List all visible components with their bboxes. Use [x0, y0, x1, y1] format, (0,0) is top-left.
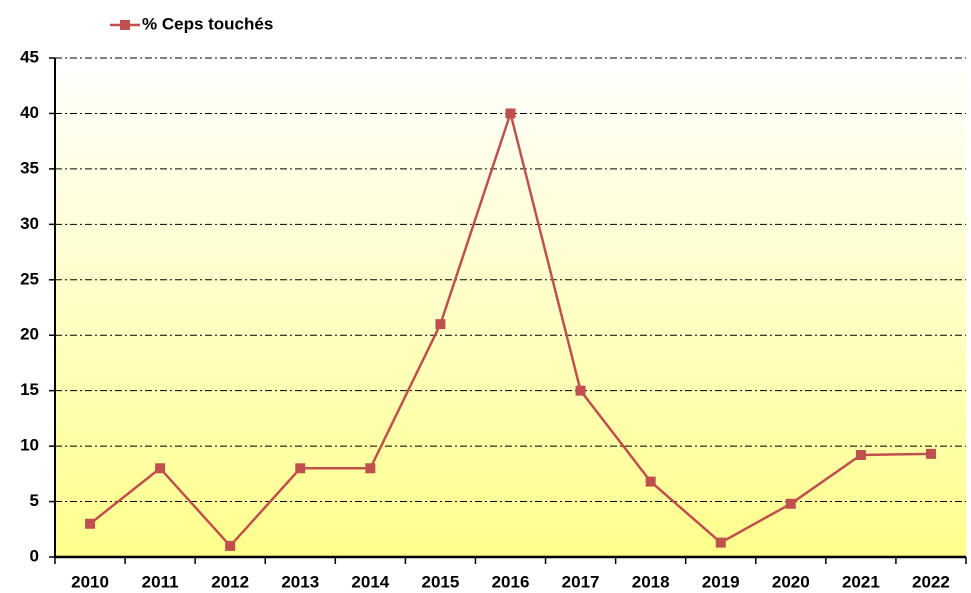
- x-tick-label: 2018: [632, 572, 670, 591]
- legend-label: % Ceps touchés: [142, 14, 273, 33]
- x-tick-label: 2020: [772, 572, 810, 591]
- x-tick-label: 2013: [281, 572, 319, 591]
- point-marker: [715, 537, 726, 548]
- point-marker: [645, 476, 656, 487]
- point-marker: [85, 518, 96, 529]
- y-tick-label: 5: [30, 491, 39, 510]
- y-tick-label: 35: [20, 158, 39, 177]
- point-marker: [785, 498, 796, 509]
- point-marker: [505, 108, 516, 119]
- point-marker: [855, 449, 866, 460]
- x-tick-label: 2017: [562, 572, 600, 591]
- y-tick-label: 20: [20, 325, 39, 344]
- x-tick-label: 2019: [702, 572, 740, 591]
- x-tick-label: 2022: [912, 572, 950, 591]
- x-tick-label: 2011: [142, 572, 179, 591]
- point-marker: [295, 463, 306, 474]
- y-tick-label: 25: [20, 269, 39, 288]
- point-marker: [225, 540, 236, 551]
- point-marker: [575, 385, 586, 396]
- point-marker: [155, 463, 166, 474]
- x-tick-label: 2012: [211, 572, 249, 591]
- point-marker: [365, 463, 376, 474]
- y-tick-label: 40: [20, 103, 39, 122]
- y-tick-label: 10: [20, 436, 39, 455]
- x-tick-label: 2016: [492, 572, 530, 591]
- x-tick-label: 2015: [422, 572, 460, 591]
- legend-marker: [120, 20, 130, 30]
- y-tick-label: 15: [20, 380, 39, 399]
- x-tick-label: 2014: [351, 572, 389, 591]
- x-tick-label: 2021: [842, 572, 880, 591]
- y-tick-label: 0: [30, 546, 39, 565]
- y-tick-label: 45: [20, 47, 39, 66]
- x-tick-label: 2010: [71, 572, 109, 591]
- plot-area: [55, 58, 966, 557]
- y-tick-label: 30: [20, 214, 39, 233]
- point-marker: [925, 448, 936, 459]
- point-marker: [435, 319, 446, 330]
